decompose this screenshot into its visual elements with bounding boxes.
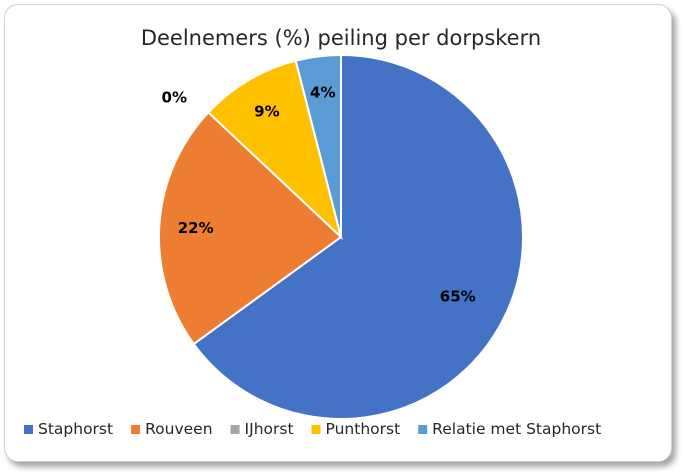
data-label-punthorst: 9% xyxy=(254,103,279,121)
legend-item-relatie-met-staphorst: Relatie met Staphorst xyxy=(418,420,601,438)
legend-label-staphorst: Staphorst xyxy=(38,420,113,438)
legend-label-rouveen: Rouveen xyxy=(145,420,212,438)
chart-title: Deelnemers (%) peiling per dorpskern xyxy=(141,26,541,50)
data-label-relatie-met-staphorst: 4% xyxy=(310,84,335,102)
legend-item-staphorst: Staphorst xyxy=(24,420,113,438)
data-label-staphorst: 65% xyxy=(440,287,476,305)
legend-item-rouveen: Rouveen xyxy=(131,420,213,438)
legend-swatch-relatie-met-staphorst xyxy=(418,425,428,434)
legend-swatch-rouveen xyxy=(131,425,141,434)
legend-item-punthorst: Punthorst xyxy=(311,420,401,438)
legend-label-punthorst: Punthorst xyxy=(326,420,401,438)
legend-item-ijhorst: IJhorst xyxy=(230,420,294,438)
legend-label-ijhorst: IJhorst xyxy=(245,420,294,438)
pie-slice-punthorst xyxy=(206,59,343,241)
pie-slice-staphorst xyxy=(192,53,524,420)
data-labels: 65% 22% 0% 9% 4% xyxy=(162,84,476,306)
legend-label-relatie-met-staphorst: Relatie met Staphorst xyxy=(432,420,601,438)
pie-slices xyxy=(158,53,524,420)
pie-slice-rouveen xyxy=(158,110,343,346)
chart-legend: Staphorst Rouveen IJhorst Punthorst Relatie … xyxy=(24,420,601,438)
legend-swatch-punthorst xyxy=(311,425,321,434)
data-label-ijhorst: 0% xyxy=(162,88,187,106)
data-label-rouveen: 22% xyxy=(178,219,214,237)
legend-swatch-staphorst xyxy=(24,425,33,434)
pie-slice-relatie-met-staphorst xyxy=(294,53,342,238)
legend-swatch-ijhorst xyxy=(230,425,240,434)
